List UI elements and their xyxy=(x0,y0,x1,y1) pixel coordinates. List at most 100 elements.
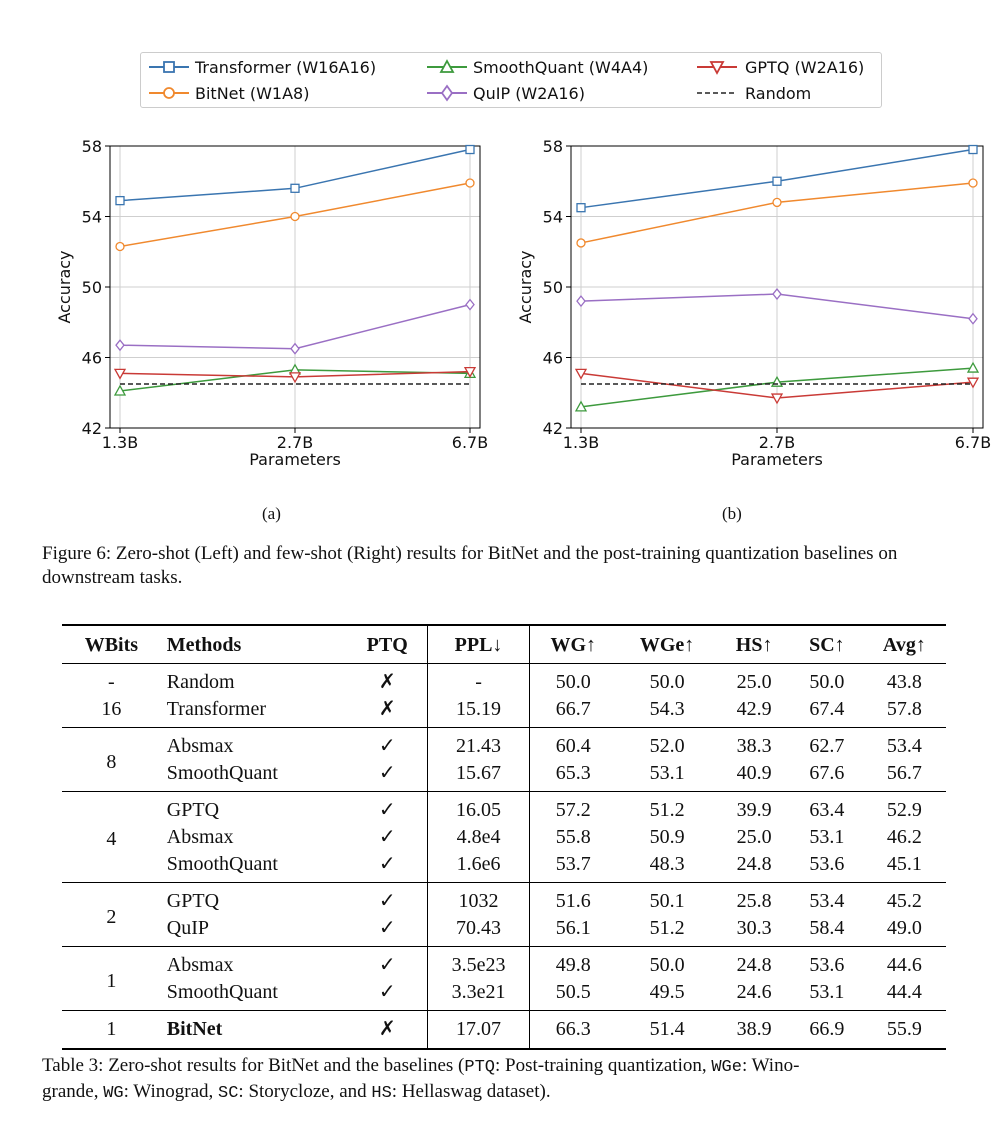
cell-ppl: 1032 xyxy=(427,882,530,915)
cell-ptq: ✓ xyxy=(346,882,429,915)
cell-avg: 57.8 xyxy=(862,696,946,728)
cell-hs: 40.9 xyxy=(717,760,791,792)
x-tick-label: 6.7B xyxy=(955,433,991,452)
cell-wge: 54.3 xyxy=(616,696,718,728)
cell-avg: 44.4 xyxy=(862,979,946,1011)
col-header-hs: HS↑ xyxy=(717,624,791,664)
table-caption: Table 3: Zero-shot results for BitNet an… xyxy=(42,1054,972,1106)
cell-ptq: ✓ xyxy=(346,979,429,1011)
series-gptq-w2a16-point xyxy=(463,366,477,378)
series-smoothquant-w4a4-point xyxy=(113,384,127,396)
series-quip-w2a16-point xyxy=(290,342,300,355)
caption-text: grande, xyxy=(42,1081,104,1102)
cell-avg: 45.2 xyxy=(886,890,922,912)
cell-wbits: 1 xyxy=(62,1010,161,1050)
caption-code: HS xyxy=(371,1084,392,1103)
series-bitnet-w1a8-point xyxy=(772,197,782,208)
cell-method: GPTQ xyxy=(166,799,220,821)
cell-hs: 38.3 xyxy=(736,735,772,757)
y-tick-label: 46 xyxy=(543,349,563,368)
cell-wg: 55.8 xyxy=(555,826,591,848)
chart-few-shot: 42 46 50 54 58 1.3B 2.7B 6.7B Parameters Accuracy xyxy=(516,137,991,469)
series-gptq-w2a16-point xyxy=(113,368,127,380)
cell-avg: 55.9 xyxy=(862,1010,946,1050)
y-tick-label: 58 xyxy=(543,137,563,156)
y-tick-label: 54 xyxy=(82,208,102,227)
series-transformer-w16a16-point xyxy=(290,183,300,193)
table-row: SmoothQuant ✓ 15.67 65.3 53.1 40.9 67.6 … xyxy=(62,760,946,792)
cell-wge: 51.2 xyxy=(649,799,685,821)
cell-wge: 53.1 xyxy=(616,760,718,792)
table-header-row: WBits Methods PTQ PPL↓ WG↑ WGe↑ HS↑ SC↑ … xyxy=(62,624,946,664)
x-tick-label: 2.7B xyxy=(759,433,795,452)
figure-caption: Figure 6: Zero-shot (Left) and few-shot … xyxy=(42,543,898,588)
cell-wge: 50.9 xyxy=(649,826,685,848)
x-axis-label: Parameters xyxy=(731,450,823,469)
y-tick-label: 46 xyxy=(82,349,102,368)
cell-wg: 66.3 xyxy=(529,1010,617,1050)
cell-hs: 30.3 xyxy=(717,915,791,947)
series-smoothquant-w4a4-point xyxy=(574,400,588,412)
cell-ppl: 17.07 xyxy=(427,1010,530,1050)
cell-wg: 60.4 xyxy=(555,735,591,757)
series-bitnet-w1a8-point xyxy=(576,238,586,248)
cell-wge: 52.0 xyxy=(649,735,685,757)
series-gptq-w2a16-point xyxy=(966,377,980,389)
cell-sc: 62.7 xyxy=(809,735,845,757)
x-axis-label: Parameters xyxy=(249,450,341,469)
cell-ptq: ✗ xyxy=(346,663,429,696)
x-tick-label: 6.7B xyxy=(452,433,488,452)
cell-ptq: ✓ xyxy=(346,915,429,947)
results-table: WBits Methods PTQ PPL↓ WG↑ WGe↑ HS↑ SC↑ … xyxy=(62,624,946,1050)
cell-sc: 67.6 xyxy=(790,760,863,792)
legend-marker-quip xyxy=(427,84,467,102)
series-quip-w2a16-point xyxy=(465,298,475,311)
x-tick-label: 1.3B xyxy=(102,433,138,452)
caption-text: : Winograd, xyxy=(123,1081,219,1102)
series-bitnet-w1a8-point xyxy=(115,241,125,252)
cell-method: Absmax xyxy=(166,826,234,848)
legend-marker-random xyxy=(697,92,737,94)
series-transformer-w16a16-point xyxy=(968,144,978,155)
caption-text: : Storycloze, and xyxy=(238,1081,372,1102)
cell-ptq: ✓ xyxy=(346,760,429,792)
caption-code: WGe xyxy=(711,1058,742,1077)
cell-ptq: ✗ xyxy=(346,1010,429,1050)
series-quip-w2a16-point xyxy=(968,312,978,325)
col-header-wge: WGe↑ xyxy=(616,624,718,664)
cell-wg: 66.7 xyxy=(529,696,617,728)
chart-legend: Transformer (W16A16) SmoothQuant (W4A4) … xyxy=(140,52,882,108)
cell-wge: 50.0 xyxy=(649,671,685,693)
cell-wg: 56.1 xyxy=(529,915,617,947)
legend-label-smoothquant: SmoothQuant (W4A4) xyxy=(473,58,649,77)
cell-ptq: ✓ xyxy=(346,791,429,824)
cell-sc: 53.4 xyxy=(809,890,845,912)
y-tick-label: 58 xyxy=(82,137,102,156)
caption-text: : Wino- xyxy=(741,1055,800,1076)
cell-sc: 53.6 xyxy=(809,954,845,976)
cell-ppl: 16.05 xyxy=(427,791,530,824)
caption-code: WG xyxy=(103,1084,124,1103)
table-row: QuIP ✓ 70.43 56.1 51.2 30.3 58.4 49.0 xyxy=(62,915,946,947)
cell-ppl: 15.19 xyxy=(427,696,530,728)
cell-ppl: 3.5e23 xyxy=(427,946,530,979)
cell-sc: 50.0 xyxy=(809,671,845,693)
y-tick-label: 42 xyxy=(82,419,102,438)
series-gptq-w2a16-point xyxy=(574,368,588,380)
table-row: SmoothQuant ✓ 1.6e6 53.7 48.3 24.8 53.6 … xyxy=(62,851,946,883)
y-axis-label: Accuracy xyxy=(516,250,535,323)
cell-hs: 39.9 xyxy=(736,799,772,821)
plot-frame xyxy=(570,145,984,429)
cell-hs: 25.0 xyxy=(736,826,772,848)
cell-wbits: 1 xyxy=(62,946,161,1011)
table-row: 1 Absmax ✓ 3.5e23 49.8 50.0 24.8 53.6 44… xyxy=(62,946,946,1011)
cell-ptq: ✓ xyxy=(346,946,429,979)
caption-text: Table 3: Zero-shot results for BitNet an… xyxy=(42,1055,465,1076)
series-transformer-w16a16-point xyxy=(115,195,125,206)
legend-marker-bitnet xyxy=(149,87,189,99)
cell-wbits: 4 xyxy=(62,791,161,883)
cell-wge: 51.2 xyxy=(616,915,718,947)
cell-sc: 67.4 xyxy=(790,696,863,728)
cell-hs: 25.0 xyxy=(736,671,772,693)
cell-wbits: 2 xyxy=(62,882,161,947)
